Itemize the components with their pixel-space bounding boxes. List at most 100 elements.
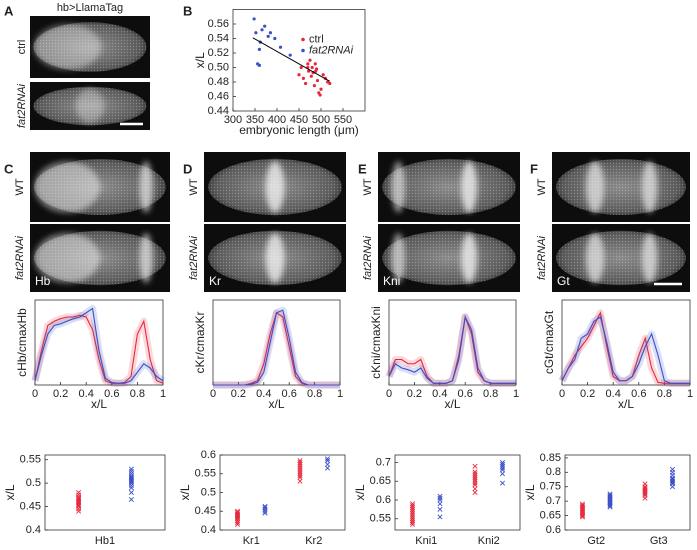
strip-point bbox=[409, 504, 416, 511]
y-tick-label: 0.6 bbox=[376, 494, 391, 506]
scatter-point bbox=[266, 34, 270, 38]
strip-point bbox=[607, 491, 613, 497]
y-tick-label: 0.6 bbox=[546, 524, 561, 536]
strip-point bbox=[297, 461, 303, 467]
y-axis-label: x/L bbox=[178, 484, 192, 500]
y-axis-label: x/L bbox=[3, 484, 17, 500]
panel-letter: B bbox=[183, 3, 192, 18]
scatter-point bbox=[278, 45, 283, 49]
x-tick-label: 0.8 bbox=[307, 388, 322, 400]
strip-point bbox=[499, 459, 506, 466]
strip-point bbox=[297, 467, 303, 473]
plot-frame bbox=[232, 9, 366, 112]
y-tick-label: 0.6 bbox=[201, 449, 216, 461]
strip-point bbox=[409, 518, 416, 524]
nuclei-texture bbox=[208, 230, 342, 286]
strip-point bbox=[76, 489, 82, 496]
y-tick-label: 0.55 bbox=[370, 513, 391, 525]
strip-point bbox=[409, 501, 416, 507]
x-tick-label: 0.2 bbox=[231, 388, 246, 400]
scatter-point bbox=[304, 81, 308, 86]
x-tick-label: 0.6 bbox=[458, 388, 473, 400]
y-tick-label: 0.4 bbox=[26, 524, 41, 536]
x-tick-label: Hb1 bbox=[95, 535, 115, 547]
profile-line bbox=[34, 314, 164, 384]
gene-label: Gt bbox=[557, 274, 570, 288]
x-tick-label: 0.8 bbox=[657, 388, 672, 400]
strip-point bbox=[437, 495, 443, 501]
scatter-point bbox=[313, 62, 317, 66]
image-row-label: fat2RNAi bbox=[362, 235, 374, 280]
strip-point bbox=[76, 492, 82, 498]
y-tick-label: 0.5 bbox=[201, 486, 216, 498]
x-tick-label: Kni2 bbox=[478, 535, 500, 547]
strip-point bbox=[76, 508, 82, 514]
x-tick-label: Kr2 bbox=[305, 535, 322, 547]
plot-frame bbox=[44, 454, 166, 531]
y-tick-label: 0.56 bbox=[208, 18, 229, 30]
profile-band bbox=[385, 313, 516, 387]
profile-line bbox=[388, 315, 516, 384]
strip-point bbox=[409, 521, 416, 527]
x-tick-label: 0.2 bbox=[580, 388, 595, 400]
strip-point bbox=[297, 478, 303, 484]
legend-marker bbox=[301, 48, 305, 53]
x-tick-label: 1 bbox=[687, 388, 693, 400]
strip-point bbox=[472, 478, 478, 484]
plot-frame bbox=[564, 454, 691, 531]
scatter-point bbox=[252, 17, 256, 21]
strip-point bbox=[262, 503, 268, 509]
y-axis-label: x/L bbox=[523, 484, 537, 500]
scatter-point bbox=[321, 73, 325, 77]
strip-point bbox=[472, 463, 478, 469]
strip-point bbox=[297, 459, 303, 466]
strip-point bbox=[437, 497, 443, 503]
figure-layer: A BC D E Fhb>LlamaTagctrlfat2RNAiWTfat2RNAiH… bbox=[3, 2, 693, 547]
scatter-point bbox=[319, 87, 323, 91]
strip-point bbox=[472, 489, 478, 496]
x-tick-label: 0.8 bbox=[130, 388, 145, 400]
scatter-point bbox=[314, 69, 318, 73]
strip-point bbox=[579, 502, 586, 508]
plot-frame bbox=[388, 299, 517, 386]
strip-point bbox=[128, 466, 134, 472]
scatter-point bbox=[299, 65, 303, 70]
strip-point bbox=[437, 506, 443, 512]
strip-point bbox=[262, 504, 268, 511]
nuclei-texture bbox=[556, 230, 686, 286]
image-row-label: fat2RNAi bbox=[536, 235, 548, 280]
x-tick-label: 0 bbox=[210, 388, 216, 400]
x-axis-label: x/L bbox=[91, 397, 107, 411]
strip-point bbox=[409, 510, 416, 516]
strip-point bbox=[128, 497, 134, 503]
x-tick-label: 1 bbox=[513, 388, 519, 400]
y-tick-label: 0.48 bbox=[208, 76, 229, 88]
x-axis-label: x/L bbox=[444, 397, 460, 411]
strip-point bbox=[472, 482, 478, 488]
panel-letter: C bbox=[4, 161, 14, 176]
image-row-label: fat2RNAi bbox=[188, 235, 200, 280]
strip-point bbox=[669, 466, 676, 472]
strip-point bbox=[472, 474, 478, 481]
x-tick-label: Gt2 bbox=[587, 535, 605, 547]
strip-point bbox=[472, 480, 478, 486]
strip-point bbox=[499, 463, 506, 469]
nuclei-texture bbox=[382, 230, 516, 286]
legend-label: ctrl bbox=[309, 33, 324, 45]
scatter-point bbox=[288, 53, 292, 57]
y-tick-label: 0.45 bbox=[20, 500, 41, 512]
y-tick-label: 0.52 bbox=[208, 47, 229, 59]
nuclei-texture bbox=[34, 230, 166, 286]
plot-frame bbox=[561, 299, 691, 386]
strip-point bbox=[324, 458, 331, 464]
y-tick-label: 0.44 bbox=[208, 105, 229, 117]
strip-point bbox=[437, 514, 443, 520]
profile-line bbox=[561, 316, 690, 384]
strip-point bbox=[234, 508, 241, 514]
x-tick-label: 0.2 bbox=[53, 388, 68, 400]
x-tick-label: 0 bbox=[559, 388, 565, 400]
strip-point bbox=[262, 508, 268, 514]
strip-point bbox=[642, 481, 648, 487]
nuclei-texture bbox=[34, 159, 166, 215]
y-axis-label: x/L bbox=[193, 52, 207, 68]
